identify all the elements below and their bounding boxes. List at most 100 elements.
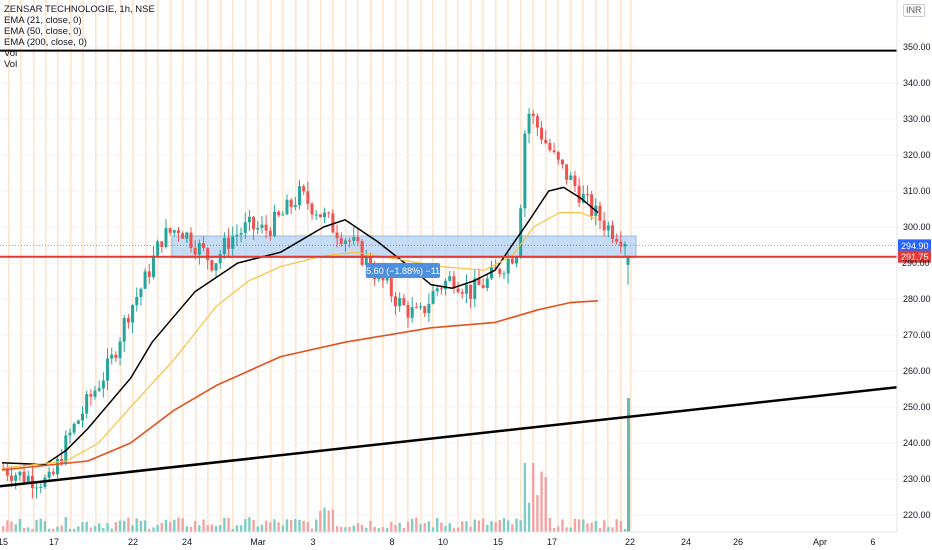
legend-title[interactable]: ZENSAR TECHNOLOGIE, 1h, NSE	[4, 4, 155, 15]
x-tick-label: 10	[438, 537, 448, 547]
candle-body	[281, 214, 285, 216]
candle-body	[431, 291, 435, 304]
volume-bar	[465, 521, 468, 532]
session-band	[145, 0, 147, 532]
volume-bar	[369, 520, 372, 532]
candle-body	[76, 420, 80, 424]
volume-bar	[143, 520, 147, 532]
volume-bar	[477, 520, 481, 532]
demand-zone	[171, 235, 637, 259]
volume-bar	[502, 518, 506, 532]
volume-bar	[390, 521, 393, 532]
volume-bar	[302, 520, 305, 532]
candle-body	[118, 341, 122, 358]
session-band	[557, 0, 559, 532]
candle-body	[139, 288, 143, 297]
trend-line	[0, 385, 898, 488]
volume-bar	[214, 526, 218, 532]
candle-body	[464, 284, 468, 294]
volume-bar	[123, 520, 126, 532]
volume-bar	[406, 521, 410, 532]
candle-body	[256, 227, 260, 230]
legend-ema50[interactable]: EMA (50, close, 0)	[4, 26, 82, 37]
candle-body	[293, 205, 297, 207]
volume-bar	[377, 528, 380, 532]
legend-ema21[interactable]: EMA (21, close, 0)	[4, 15, 82, 26]
x-tick-label: 6	[870, 537, 875, 547]
volume-bar	[348, 526, 351, 532]
session-band	[445, 0, 447, 532]
candle-body	[302, 186, 306, 192]
candle-body	[72, 423, 76, 433]
volume-bar	[85, 521, 88, 532]
volume-bar	[607, 527, 610, 532]
candle-body	[89, 394, 93, 397]
legend-vol-1[interactable]: Vol	[4, 48, 18, 59]
session-band	[607, 0, 609, 532]
candle-body	[172, 230, 176, 233]
candle-body	[619, 241, 623, 247]
candle-body	[202, 243, 206, 249]
candle-body	[339, 238, 343, 244]
price-tag-label: 294.90	[901, 241, 929, 251]
candle-body	[598, 205, 602, 221]
y-tick-label: 270.00	[903, 330, 931, 340]
measure-tool: −5.60 (−1.88%) −112	[361, 263, 445, 278]
volume-bar	[532, 463, 535, 532]
candle-body	[406, 305, 410, 318]
volume-bar	[72, 528, 76, 532]
measure-label: −5.60 (−1.88%) −112	[361, 266, 445, 276]
volume-bar	[306, 521, 310, 532]
volume-bar	[577, 519, 581, 532]
candle-body	[272, 211, 276, 236]
candle-body	[176, 230, 180, 234]
volume-bar	[506, 520, 510, 532]
volume-bar	[402, 528, 406, 532]
candle-body	[590, 194, 594, 216]
volume-bar	[252, 519, 255, 532]
candle-body	[623, 244, 627, 247]
candle-body	[389, 277, 393, 297]
x-tick-label: 26	[733, 537, 743, 547]
candle-body	[544, 139, 548, 144]
x-tick-label: 15	[493, 537, 503, 547]
candle-body	[439, 288, 443, 290]
volume-bar	[285, 519, 289, 532]
candle-body	[565, 164, 569, 180]
volume-bar	[627, 398, 630, 532]
candle-body	[393, 296, 397, 307]
x-tick-label: 3	[310, 537, 315, 547]
currency-badge[interactable]: INR	[903, 4, 925, 17]
volume-bar	[43, 521, 47, 532]
volume-bar	[431, 527, 435, 532]
candle-body	[494, 267, 498, 269]
legend-vol-2[interactable]: Vol	[4, 59, 18, 70]
candle-body	[402, 298, 406, 306]
volume-bar	[56, 526, 59, 532]
session-band	[95, 0, 97, 532]
ema50-line	[1, 212, 599, 469]
session-band	[107, 0, 109, 532]
candle-body	[160, 241, 164, 247]
volume-bar	[2, 526, 5, 532]
volume-bar	[248, 517, 251, 532]
volume-bar	[373, 526, 376, 532]
session-band	[82, 0, 84, 532]
candle-body	[502, 273, 506, 275]
session-band	[170, 0, 172, 532]
volume-bar	[35, 520, 38, 532]
session-band	[332, 0, 334, 532]
candle-body	[298, 186, 302, 206]
volume-bar	[527, 502, 531, 532]
volume-bar	[469, 526, 472, 532]
legend-ema200[interactable]: EMA (200, close, 0)	[4, 37, 87, 48]
price-tag-label: 291.75	[901, 252, 929, 262]
volume-bar	[519, 520, 522, 532]
x-tick-label: 8	[389, 537, 394, 547]
candle-body	[264, 224, 268, 231]
candle-body	[231, 236, 235, 249]
candle-body	[335, 232, 339, 239]
session-band	[320, 0, 322, 532]
price-tag	[898, 239, 931, 252]
